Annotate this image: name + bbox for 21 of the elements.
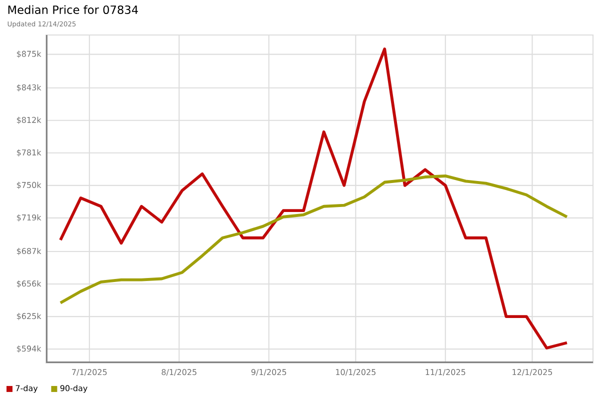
y-tick-label: $875k (16, 50, 42, 58)
y-tick-label: $625k (16, 312, 42, 320)
y-tick-label: $812k (16, 116, 42, 124)
x-tick-label: 11/1/2025 (426, 369, 466, 376)
y-tick-label: $687k (16, 248, 42, 256)
line-series (59, 48, 568, 350)
y-tick-label: $750k (16, 182, 42, 190)
legend-label: 90-day (60, 384, 88, 393)
x-tick-label: 12/1/2025 (512, 369, 552, 376)
y-tick-label: $843k (16, 84, 42, 92)
y-tick-label: $656k (16, 280, 42, 288)
y-tick-label: $594k (16, 345, 42, 353)
x-tick-label: 10/1/2025 (336, 369, 376, 376)
y-tick-label: $781k (16, 149, 42, 157)
x-tick-label: 7/1/2025 (72, 369, 107, 376)
y-tick-label: $719k (16, 214, 42, 222)
x-tick-label: 8/1/2025 (162, 369, 196, 376)
x-tick-label: 9/1/2025 (251, 369, 286, 376)
chart-title: Median Price for 07834 (8, 5, 138, 14)
legend-label: 7-day (16, 384, 38, 393)
line-series (59, 174, 568, 304)
